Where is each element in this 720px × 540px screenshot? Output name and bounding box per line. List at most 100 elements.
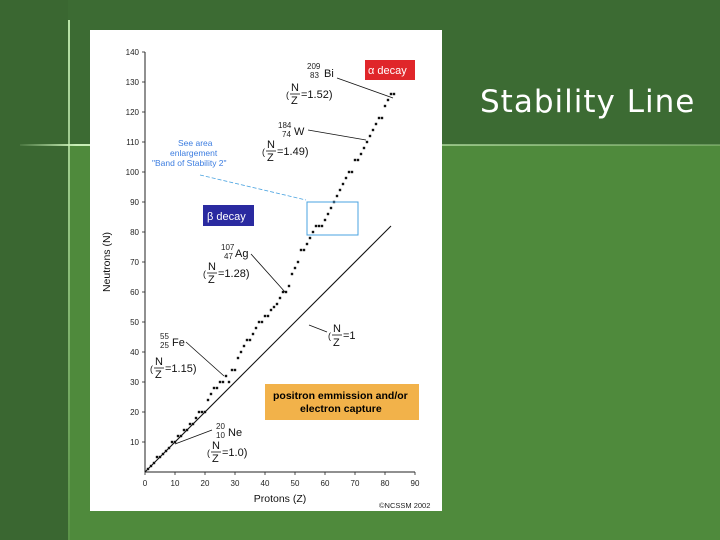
y-tick-label: 110: [126, 138, 139, 147]
bi-annotation: 209 83 Bi ( N Z =1.52): [286, 62, 394, 107]
stable-nuclide-point: [236, 356, 240, 360]
y-tick-label: 100: [126, 168, 140, 177]
stable-nuclide-point: [209, 392, 213, 396]
stable-nuclide-point: [233, 368, 237, 372]
ag-mass: 107: [221, 243, 235, 252]
stability-chart: 0 10 20 30 40 50 60 70 80 90102030405060708090100…: [101, 48, 430, 510]
x-tick-label: 70: [351, 479, 360, 488]
stable-nuclide-point: [224, 374, 228, 378]
y-axis-label: Neutrons (N): [101, 232, 113, 292]
bi-z-letter: Z: [291, 95, 298, 107]
fe-z-letter: Z: [155, 369, 162, 381]
beta-decay-label: β decay: [207, 211, 246, 223]
unity-ratio: =1: [343, 330, 356, 342]
stable-nuclide-point: [206, 398, 210, 402]
stable-nuclide-point: [158, 455, 162, 459]
stable-nuclide-point: [149, 464, 153, 468]
ag-annotation: 107 47 Ag ( N Z =1.28): [203, 243, 286, 293]
y-tick-label: 40: [130, 348, 139, 357]
stable-nuclide-point: [242, 344, 246, 348]
stable-nuclide-point: [212, 386, 216, 390]
stable-nuclide-point: [365, 140, 369, 144]
alpha-decay-label: α decay: [368, 65, 407, 77]
stable-nuclide-point: [374, 122, 378, 126]
stable-nuclide-point: [194, 416, 198, 420]
stable-nuclide-point: [248, 338, 252, 342]
stable-nuclide-point: [329, 206, 333, 210]
fe-ratio: =1.15): [165, 363, 197, 375]
x-tick-label: 60: [321, 479, 330, 488]
bi-ratio: =1.52): [301, 89, 333, 101]
stable-nuclide-point: [284, 290, 288, 294]
stable-nuclide-point: [191, 422, 195, 426]
w-ratio: =1.49): [277, 146, 309, 158]
x-tick-label: 0: [143, 479, 148, 488]
enlargement-guide-line: [199, 174, 307, 201]
stable-nuclide-point: [344, 176, 348, 180]
stable-nuclide-point: [197, 410, 201, 414]
stable-nuclide-point: [221, 380, 225, 384]
w-n: N: [267, 139, 275, 151]
stable-nuclide-point: [350, 170, 354, 174]
stable-nuclide-point: [215, 386, 219, 390]
stable-nuclide-point: [185, 428, 189, 432]
positron-label-line1: positron emmission and/or: [273, 390, 408, 402]
x-tick-label: 90: [411, 479, 420, 488]
stable-nuclide-point: [320, 224, 324, 228]
stable-nuclide-point: [377, 116, 381, 120]
unity-z-letter: Z: [333, 337, 340, 349]
bi-pointer: [336, 77, 394, 99]
y-tick-label: 70: [130, 258, 139, 267]
w-pointer: [307, 129, 367, 141]
stable-nuclide-point: [218, 380, 222, 384]
x-axis-label: Protons (Z): [254, 493, 307, 505]
stable-nuclide-point: [260, 320, 264, 324]
copyright: ©NCSSM 2002: [379, 501, 430, 510]
stable-nuclide-point: [188, 422, 192, 426]
bi-symbol: Bi: [324, 68, 334, 80]
ne-pointer: [174, 429, 213, 445]
stable-nuclide-point: [293, 266, 297, 270]
stable-nuclide-point: [152, 461, 156, 465]
enlargement-box: [306, 201, 359, 236]
ne-ratio: =1.0): [222, 447, 247, 459]
stable-nuclide-point: [368, 134, 372, 138]
stable-nuclide-point: [254, 326, 258, 330]
see-area-note-line3: "Band of Stability 2": [152, 158, 227, 168]
y-tick-label: 90: [130, 198, 139, 207]
y-tick-label: 60: [130, 288, 139, 297]
data-points: [146, 92, 396, 471]
stable-nuclide-point: [299, 248, 303, 252]
x-tick-label: 30: [231, 479, 240, 488]
ag-symbol: Ag: [235, 248, 248, 260]
stable-nuclide-point: [296, 260, 300, 264]
y-tick-label: 140: [126, 48, 140, 57]
fe-z: 25: [160, 341, 169, 350]
stable-nuclide-point: [341, 182, 345, 186]
stable-nuclide-point: [167, 446, 171, 450]
stable-nuclide-point: [383, 104, 387, 108]
ne-z: 10: [216, 431, 225, 440]
stable-nuclide-point: [362, 146, 366, 150]
ag-pointer: [250, 253, 286, 293]
bi-open-paren: (: [286, 90, 289, 100]
stable-nuclide-point: [380, 116, 384, 120]
stable-nuclide-point: [272, 305, 276, 309]
stable-nuclide-point: [173, 440, 177, 444]
ag-z: 47: [224, 252, 233, 261]
x-tick-label: 20: [201, 479, 210, 488]
fe-mass: 55: [160, 332, 169, 341]
stable-nuclide-point: [266, 314, 270, 318]
unity-pointer: [308, 324, 328, 333]
stable-nuclide-point: [353, 158, 357, 162]
ne-z-letter: Z: [212, 453, 219, 465]
slide-title: Stability Line: [480, 84, 696, 120]
ag-open-paren: (: [203, 269, 206, 279]
w-symbol: W: [294, 126, 305, 138]
fe-symbol: Fe: [172, 337, 185, 349]
ne-annotation: 20 10 Ne ( N Z =1.0): [174, 422, 247, 465]
stable-nuclide-point: [326, 212, 330, 216]
stable-nuclide-point: [278, 296, 282, 300]
bi-n: N: [291, 82, 299, 94]
stable-nuclide-point: [386, 98, 390, 102]
